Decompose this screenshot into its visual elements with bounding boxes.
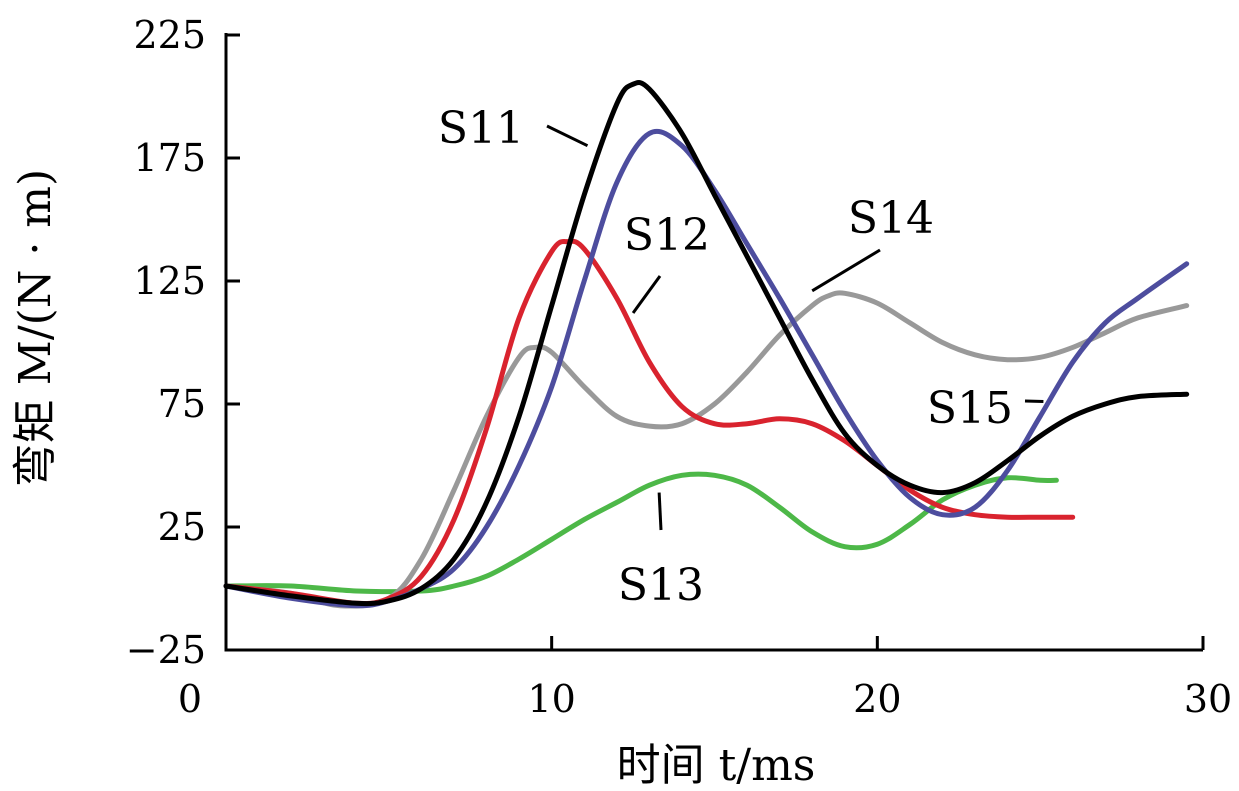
y-axis-label: 弯矩 M/(N · m): [10, 169, 61, 487]
x-tick-label: 10: [527, 677, 575, 721]
leader-line-s13: [657, 492, 663, 531]
x-tick-label: 30: [1184, 677, 1232, 721]
axis-lines: [224, 33, 1203, 652]
series-label-s12: S12: [624, 210, 710, 261]
leader-line-s12: [631, 275, 662, 314]
leader-line-s15: [1024, 399, 1044, 404]
series-line-s11: [223, 79, 1190, 607]
annotation-leaders: [546, 124, 1044, 531]
series-line-s14: [223, 290, 1190, 609]
series-label-s11: S11: [438, 103, 524, 154]
y-tick-label: 25: [158, 505, 206, 549]
series-label-s14: S14: [848, 193, 934, 244]
x-axis-label: 时间 t/ms: [617, 740, 816, 791]
series-labels: S11 S12 S13 S14 S15: [438, 103, 1013, 611]
series-label-s13: S13: [618, 560, 704, 611]
series-label-s15: S15: [927, 383, 1013, 434]
series-layer: [223, 79, 1190, 609]
leader-line-s14: [811, 248, 881, 293]
axes: [224, 33, 1203, 652]
y-tick-label: 125: [133, 259, 206, 303]
leader-line-s11: [546, 124, 589, 148]
series-line-s13: [223, 471, 1059, 595]
y-tick-label: 75: [158, 382, 206, 426]
y-tick-label: 175: [133, 136, 206, 180]
y-tick-label: 225: [133, 13, 206, 57]
y-tick-label: −25: [126, 628, 206, 672]
series-line-s12: [223, 238, 1076, 607]
x-tick-label: 0: [178, 677, 202, 721]
y-ticks: −25 25 75 125 175 225: [126, 13, 240, 672]
x-ticks: 0 10 20 30: [178, 636, 1232, 721]
series-line-s15: [223, 128, 1190, 609]
x-tick-label: 20: [853, 677, 901, 721]
